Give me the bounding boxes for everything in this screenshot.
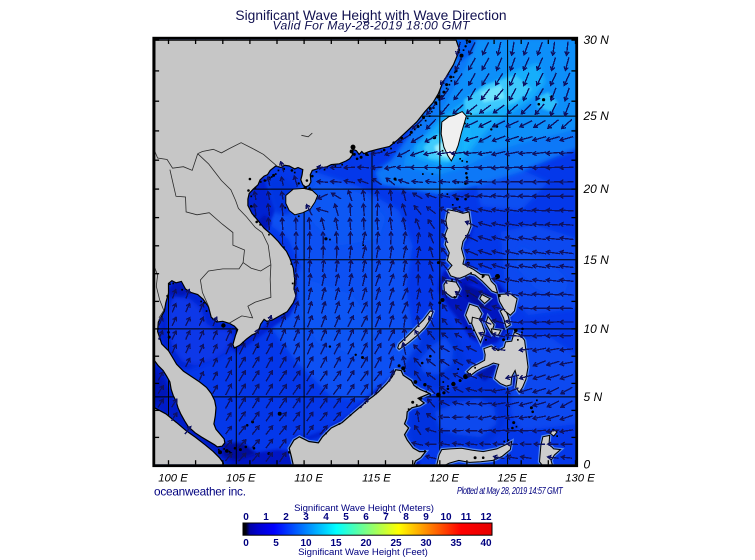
svg-text:125 E: 125 E: [497, 473, 527, 485]
svg-text:115 E: 115 E: [362, 473, 391, 485]
svg-text:15 N: 15 N: [584, 253, 610, 267]
svg-text:105 E: 105 E: [226, 473, 256, 485]
svg-text:2: 2: [283, 512, 289, 523]
svg-text:10: 10: [440, 512, 452, 523]
svg-text:Plotted at May 28, 2019 14:57: Plotted at May 28, 2019 14:57 GMT: [457, 485, 564, 497]
svg-text:100 E: 100 E: [158, 473, 188, 485]
svg-text:10: 10: [300, 538, 312, 549]
svg-text:12: 12: [480, 512, 492, 523]
svg-text:10 N: 10 N: [584, 322, 610, 336]
svg-text:20: 20: [360, 538, 372, 549]
svg-text:30: 30: [420, 538, 432, 549]
svg-text:0: 0: [584, 458, 591, 472]
svg-text:130 E: 130 E: [565, 473, 595, 485]
svg-text:oceanweather inc.: oceanweather inc.: [154, 485, 246, 499]
svg-text:Significant Wave Height (Feet): Significant Wave Height (Feet): [298, 547, 428, 558]
svg-text:3: 3: [303, 512, 309, 523]
svg-text:0: 0: [243, 512, 249, 523]
svg-text:110 E: 110 E: [294, 473, 323, 485]
svg-text:4: 4: [323, 512, 329, 523]
svg-text:25: 25: [390, 538, 402, 549]
svg-text:Significant Wave Height (Meter: Significant Wave Height (Meters): [294, 503, 434, 514]
svg-text:8: 8: [403, 512, 409, 523]
svg-text:25 N: 25 N: [583, 109, 610, 123]
svg-text:Valid For May-28-2019 18:00 GM: Valid For May-28-2019 18:00 GMT: [273, 19, 472, 33]
svg-text:9: 9: [423, 512, 429, 523]
svg-text:5: 5: [343, 512, 349, 523]
svg-text:15: 15: [330, 538, 342, 549]
svg-text:1: 1: [263, 512, 269, 523]
svg-text:20 N: 20 N: [583, 182, 610, 196]
svg-text:11: 11: [461, 512, 472, 523]
svg-text:120 E: 120 E: [430, 473, 460, 485]
svg-text:40: 40: [480, 538, 492, 549]
svg-text:Significant Wave Height with W: Significant Wave Height with Wave Direct…: [235, 8, 506, 23]
svg-text:7: 7: [383, 512, 389, 523]
svg-text:35: 35: [450, 538, 462, 549]
svg-text:6: 6: [363, 512, 369, 523]
svg-text:5 N: 5 N: [584, 390, 603, 404]
svg-text:30 N: 30 N: [584, 33, 610, 47]
svg-text:0: 0: [243, 538, 249, 549]
svg-text:5: 5: [273, 538, 279, 549]
